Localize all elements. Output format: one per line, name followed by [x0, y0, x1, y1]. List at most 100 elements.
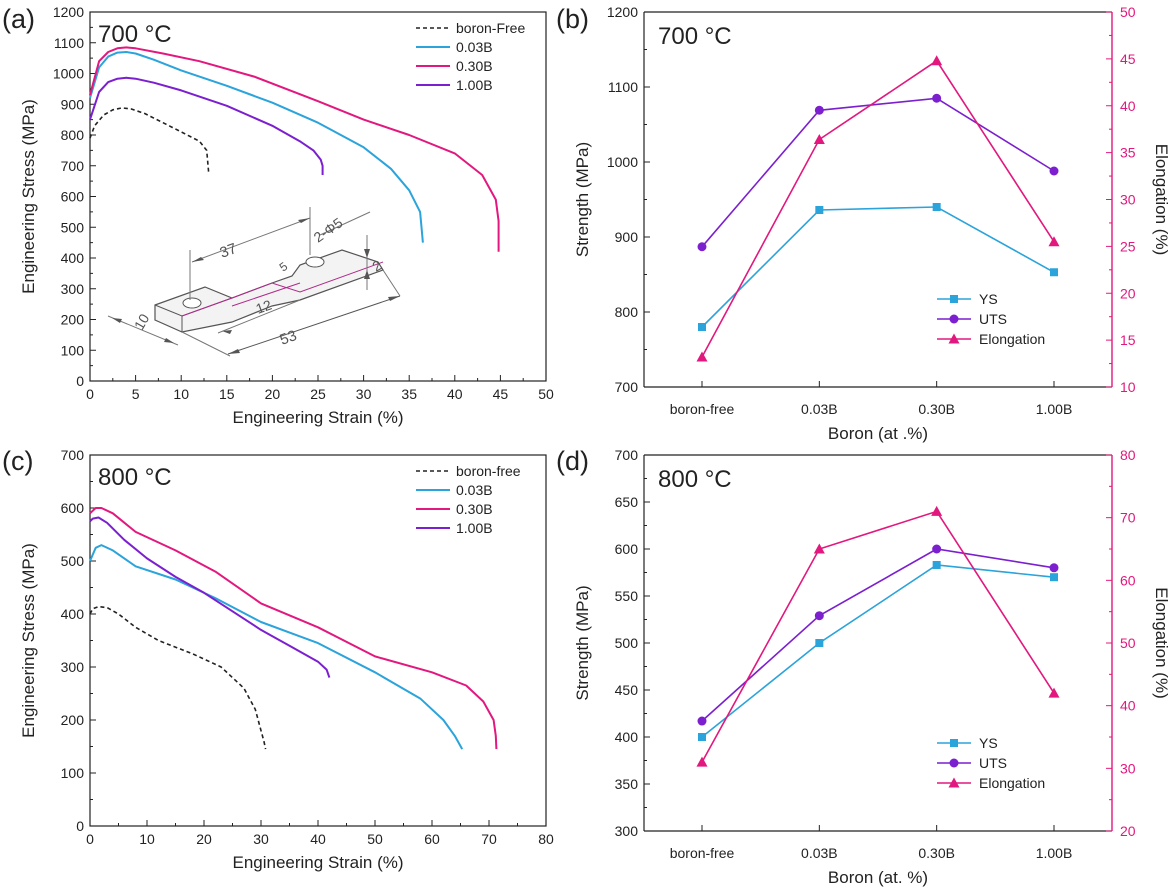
y-tick-label: 400: [61, 250, 85, 266]
x-tick-label: 25: [310, 386, 326, 402]
y-tick-label: 900: [61, 96, 85, 112]
y2-tick-label: 15: [1120, 332, 1136, 348]
data-point-UTS: [814, 611, 824, 621]
dimension-label: 37: [218, 240, 239, 262]
series-line-Elongation: [701, 59, 1055, 358]
y-tick-label: 1200: [53, 4, 84, 20]
y-tick-label: 500: [615, 635, 639, 651]
x-tick-label: 0: [86, 386, 94, 402]
series-line-YS: [701, 564, 1055, 738]
dimension-arrow: [364, 249, 370, 279]
legend-marker: [949, 314, 959, 324]
category-label: 0.03B: [801, 401, 838, 417]
y-tick-label: 700: [615, 447, 639, 463]
legend-marker: [950, 295, 958, 303]
y2-tick-label: 50: [1120, 4, 1136, 20]
dimension-line: [382, 269, 401, 297]
y-tick-label: 550: [615, 588, 639, 604]
y-tick-label: 600: [615, 541, 639, 557]
y2-tick-label: 35: [1120, 145, 1136, 161]
y-tick-label: 400: [61, 606, 85, 622]
y2-tick-label: 70: [1120, 510, 1136, 526]
x-tick-label: 15: [219, 386, 235, 402]
specimen-hole: [182, 297, 202, 309]
series-line-UTS: [701, 548, 1055, 722]
x-tick-label: 10: [173, 386, 189, 402]
y-tick-label: 600: [61, 500, 85, 516]
gauge-highlight: [181, 282, 301, 317]
y2-tick-label: 80: [1120, 447, 1136, 463]
y-tick-label: 300: [61, 659, 85, 675]
dimension-line: [217, 299, 301, 334]
dimension-label: 2-Φ5: [311, 214, 346, 245]
y2-tick-label: 50: [1120, 635, 1136, 651]
legend-label: boron-free: [456, 463, 521, 479]
dimension-label: 10: [131, 311, 153, 333]
legend-label: 1.00B: [456, 77, 493, 93]
dimension-line: [191, 217, 311, 263]
data-point-Elongation: [813, 543, 825, 554]
y-tick-label: 200: [61, 312, 85, 328]
legend-label: Elongation: [979, 775, 1045, 791]
series-line-0.03B: [89, 51, 424, 243]
panel-label: (b): [556, 4, 589, 34]
category-label: 0.30B: [918, 401, 955, 417]
legend-label: Elongation: [979, 331, 1045, 347]
y-tick-label: 800: [615, 304, 639, 320]
y-tick-label: 400: [615, 729, 639, 745]
panel-a: 0 5 10 15 20 25 30 35 40 45 5001002003004005006007…: [19, 4, 554, 427]
y-tick-label: 1000: [53, 66, 84, 82]
category-label: 1.00B: [1036, 845, 1073, 861]
y-axis-label: Strength (MPa): [573, 585, 592, 700]
data-point-UTS: [814, 105, 824, 115]
panel-label: (a): [2, 4, 35, 34]
category-label: 1.00B: [1036, 401, 1073, 417]
x-axis-label: Boron (at. %): [828, 868, 928, 887]
y-tick-label: 500: [61, 219, 85, 235]
panel-b: boron-free 0.03B 0.30B 1.00B 700 800 900 1000 11…: [573, 4, 1168, 443]
data-point-UTS: [932, 544, 942, 554]
y2-tick-label: 40: [1120, 698, 1136, 714]
y2-tick-label: 25: [1120, 238, 1136, 254]
data-point-Elongation: [931, 505, 943, 516]
data-point-YS: [698, 733, 706, 741]
y2-tick-label: 10: [1120, 379, 1136, 395]
data-point-YS: [815, 206, 824, 214]
y2-axis-label: Elongation (%): [1152, 587, 1168, 699]
y2-tick-label: 30: [1120, 192, 1136, 208]
dimension-arrow: [112, 318, 174, 343]
legend-marker: [950, 739, 958, 747]
panel-label: (d): [556, 446, 589, 476]
series-line-1.00B: [89, 516, 331, 678]
x-axis-label: Boron (at .%): [828, 424, 928, 443]
legend-label: UTS: [979, 755, 1007, 771]
dimension-label: 12: [254, 296, 274, 316]
x-tick-label: 80: [538, 831, 554, 847]
y-tick-label: 100: [61, 342, 85, 358]
specimen-body: [154, 249, 384, 333]
series-line-0.03B: [89, 544, 464, 750]
series-line-Elongation: [701, 510, 1055, 763]
y2-tick-label: 20: [1120, 823, 1136, 839]
data-point-YS: [698, 323, 706, 331]
x-tick-label: 50: [367, 831, 383, 847]
data-point-YS: [1050, 573, 1058, 582]
data-point-Elongation: [1048, 236, 1060, 247]
data-point-UTS: [697, 716, 707, 726]
legend-marker: [949, 758, 959, 768]
y-axis-label: Engineering Stress (MPa): [19, 99, 38, 294]
y2-tick-label: 45: [1120, 51, 1136, 67]
x-tick-label: 50: [538, 386, 554, 402]
series-line-boron-free: [89, 605, 267, 750]
category-label: 0.03B: [801, 845, 838, 861]
x-tick-label: 20: [265, 386, 281, 402]
y-tick-label: 100: [61, 765, 85, 781]
legend-label: 0.30B: [456, 58, 493, 74]
y-tick-label: 500: [61, 553, 85, 569]
y-tick-label: 1100: [54, 35, 84, 51]
data-point-YS: [932, 560, 941, 569]
temperature-annotation: 800 °C: [98, 464, 172, 491]
data-point-Elongation: [813, 134, 825, 144]
legend-label: boron-Free: [456, 20, 525, 36]
y-tick-label: 600: [61, 189, 85, 205]
